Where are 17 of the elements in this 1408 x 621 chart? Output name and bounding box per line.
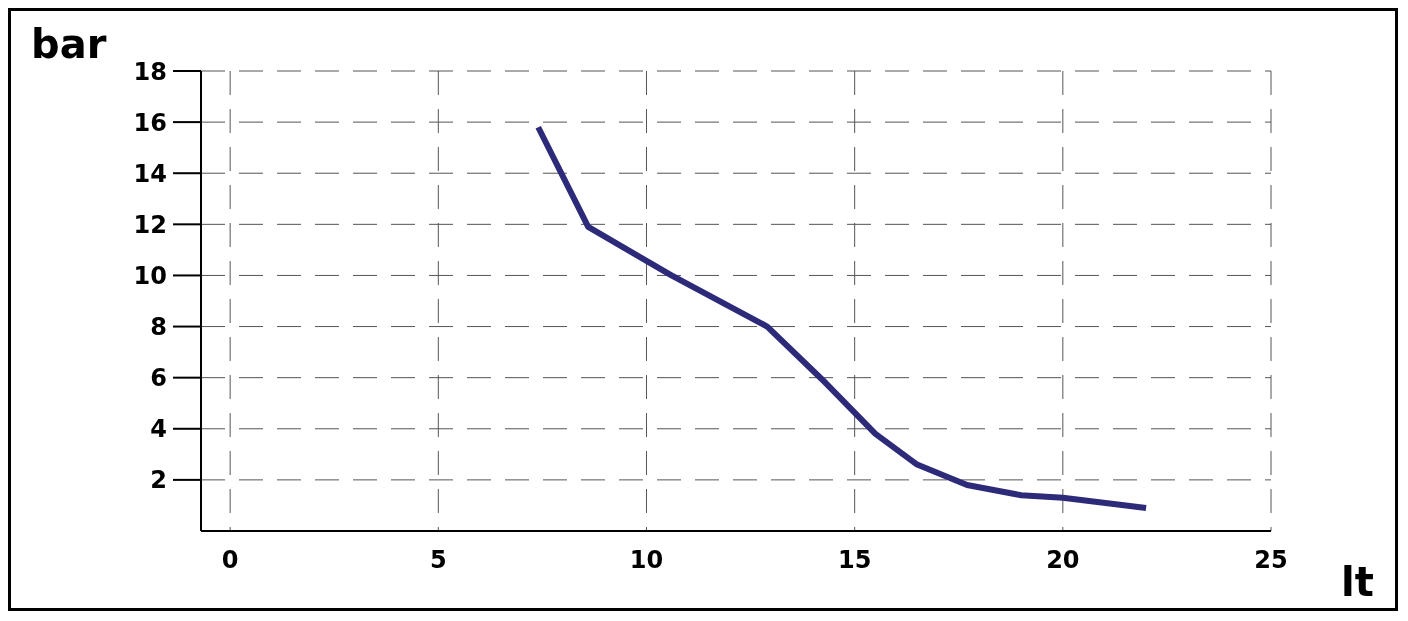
- x-tick-label: 25: [1254, 546, 1288, 575]
- y-tick-label: 18: [133, 57, 167, 86]
- x-tick-label: 20: [1046, 546, 1080, 575]
- x-tick-label: 0: [221, 546, 239, 575]
- y-axis-title: bar: [31, 21, 107, 67]
- y-tick-label: 4: [150, 415, 167, 444]
- x-tick-label: 15: [837, 546, 872, 575]
- y-tick-label: 10: [133, 261, 167, 290]
- y-tick-label: 16: [133, 108, 167, 137]
- y-tick-label: 6: [150, 364, 167, 393]
- y-tick-label: 8: [150, 313, 167, 342]
- y-tick-label: 14: [133, 159, 167, 188]
- x-tick-label: 5: [429, 546, 447, 575]
- x-axis-title: lt: [1341, 559, 1374, 605]
- y-tick-label: 2: [150, 466, 167, 495]
- x-tick-label: 10: [629, 546, 664, 575]
- y-tick-label: 12: [133, 210, 167, 239]
